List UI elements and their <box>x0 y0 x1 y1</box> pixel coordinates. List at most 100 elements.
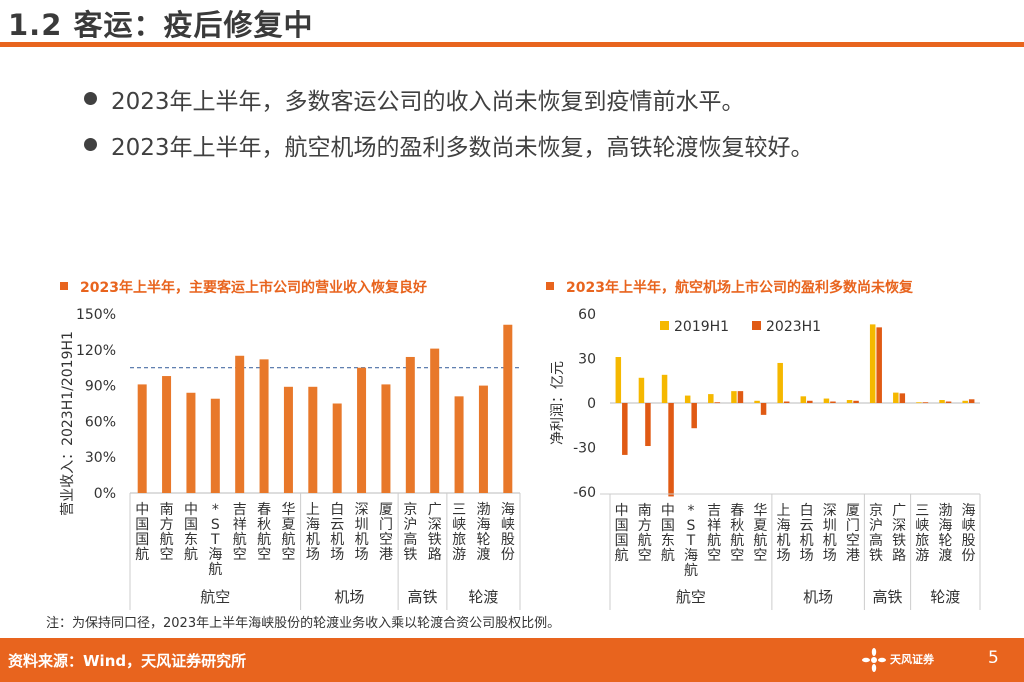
category-label-char: 三 <box>915 503 929 519</box>
category-label-char: 祥 <box>707 518 721 534</box>
bullet-dot-icon <box>84 92 97 105</box>
profit-bar-2019h1 <box>939 400 945 403</box>
category-label-char: 华 <box>753 503 767 519</box>
category-label-char: 场 <box>800 548 814 564</box>
category-label-char: 广 <box>428 502 442 518</box>
revenue-bar <box>210 398 220 493</box>
profit-bar-2019h1 <box>823 398 830 403</box>
profit-bar-2019h1 <box>893 392 899 403</box>
category-label-char: 夏 <box>281 517 295 533</box>
category-label-char: 门 <box>379 517 393 533</box>
category-label-char: 机 <box>330 532 344 548</box>
category-label-char: 白 <box>330 502 344 518</box>
footnote: 注：为保持同口径，2023年上半年海峡股份的轮渡业务收入乘以轮渡合资公司股权比例… <box>46 616 561 631</box>
category-label-char: 铁 <box>892 533 906 549</box>
legend-label: 2023H1 <box>766 319 821 335</box>
category-label-char: 云 <box>330 517 344 533</box>
category-label-char: 白 <box>800 503 814 519</box>
category-label-char: 场 <box>776 548 790 564</box>
y-tick-label: 60% <box>85 414 116 430</box>
category-label-char: 渡 <box>938 548 952 564</box>
category-label-char: 航 <box>707 533 721 549</box>
category-label-char: * <box>212 502 219 518</box>
category-label-char: 峡 <box>915 518 929 534</box>
profit-bar-2019h1 <box>638 377 645 403</box>
category-label-char: 场 <box>306 547 320 563</box>
category-label-char: 空 <box>753 548 767 564</box>
category-label-char: 路 <box>892 548 906 564</box>
category-label-char: 京 <box>869 503 883 519</box>
category-label-char: 圳 <box>823 518 837 534</box>
category-label-char: 航 <box>730 533 744 549</box>
category-label-char: 云 <box>800 518 814 534</box>
category-label-char: 空 <box>638 548 652 564</box>
category-label-char: S <box>686 518 695 534</box>
revenue-bar <box>381 384 391 493</box>
revenue-bar <box>454 396 464 493</box>
category-label-char: 东 <box>661 533 675 549</box>
category-label-char: 航 <box>753 533 767 549</box>
category-label-char: 航 <box>281 532 295 548</box>
category-label-char: * <box>687 503 694 519</box>
group-label: 高铁 <box>407 588 437 606</box>
y-tick-label: 120% <box>76 343 116 359</box>
category-label-char: 吉 <box>233 502 247 518</box>
group-label: 轮渡 <box>468 588 498 606</box>
category-label-char: 股 <box>501 532 515 548</box>
category-label-char: 旅 <box>452 532 466 548</box>
category-label-char: 轮 <box>938 533 952 549</box>
category-label-char: 中 <box>615 503 629 519</box>
category-label-char: 机 <box>306 532 320 548</box>
category-label-char: 国 <box>135 532 149 548</box>
profit-bar-2019h1 <box>731 391 737 403</box>
y-tick-label: 60 <box>578 307 596 323</box>
revenue-bar <box>186 392 196 493</box>
category-label-char: 国 <box>135 517 149 533</box>
category-label-char: 上 <box>776 503 790 519</box>
category-label-char: 渤 <box>938 503 952 519</box>
category-label-char: 空 <box>379 532 393 548</box>
profit-bar-2023h1 <box>760 403 767 415</box>
category-label-char: 峡 <box>501 517 515 533</box>
profit-bar-2023h1 <box>691 403 697 429</box>
category-label-char: 夏 <box>753 518 767 534</box>
revenue-bar <box>308 386 318 493</box>
y-tick-label: 0% <box>94 486 116 502</box>
bullet-text: 2023年上半年，多数客运公司的收入尚未恢复到疫情前水平。 <box>111 89 745 115</box>
y-tick-label: 90% <box>85 379 116 395</box>
category-label-char: 空 <box>730 548 744 564</box>
category-label-char: 航 <box>661 548 675 564</box>
category-label-char: 峡 <box>961 518 975 534</box>
profit-bar-2023h1 <box>737 391 744 403</box>
category-label-char: 京 <box>403 502 417 518</box>
y-tick-label: 0 <box>587 396 596 412</box>
category-label-char: 轮 <box>476 532 490 548</box>
category-label-char: 机 <box>355 532 369 548</box>
category-label-char: 旅 <box>915 533 929 549</box>
category-label-char: 空 <box>846 533 860 549</box>
category-label-char: 渤 <box>476 502 490 518</box>
category-label-char: 南 <box>160 502 174 518</box>
category-label-char: 份 <box>961 548 975 564</box>
category-label-char: 机 <box>776 533 790 549</box>
category-label-char: 铁 <box>869 548 883 564</box>
profit-bar-2023h1 <box>899 393 906 403</box>
category-label-char: 方 <box>638 518 652 534</box>
tianfeng-logo-icon <box>862 648 886 672</box>
category-label-char: 南 <box>638 503 652 519</box>
profit-bar-2023h1 <box>853 400 859 403</box>
revenue-bar <box>503 324 513 493</box>
profit-bar-2023h1 <box>830 401 836 403</box>
category-label-char: 港 <box>846 548 860 564</box>
category-label-char: 上 <box>306 502 320 518</box>
bullet-item: 2023年上半年，多数客运公司的收入尚未恢复到疫情前水平。 <box>84 82 745 116</box>
y-tick-label: -30 <box>573 441 596 457</box>
legend-label: 2019H1 <box>674 319 729 335</box>
revenue-bar <box>259 359 269 493</box>
category-label-char: 华 <box>281 502 295 518</box>
category-label-char: 场 <box>355 547 369 563</box>
category-label-char: 方 <box>160 517 174 533</box>
category-label-char: 深 <box>355 502 369 518</box>
title-divider <box>0 42 1024 47</box>
